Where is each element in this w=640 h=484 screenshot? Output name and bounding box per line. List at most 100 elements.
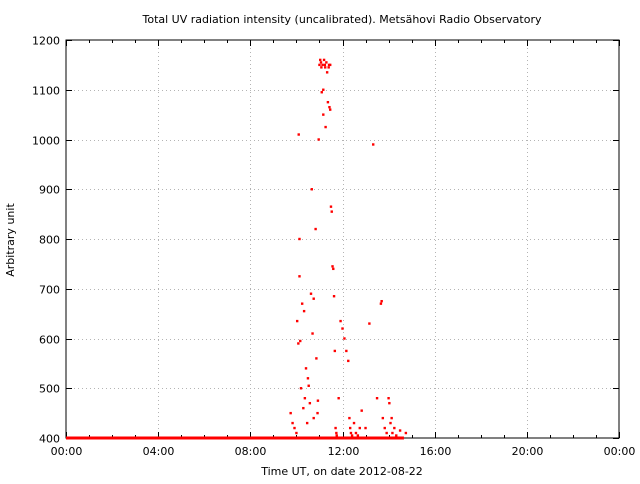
data-point [320,91,323,94]
data-point [343,337,346,340]
data-point [306,377,310,380]
data-point [309,292,313,295]
data-point [293,426,296,430]
data-point [398,429,402,432]
baseline-points [66,436,404,440]
data-point [381,416,385,420]
data-point [352,421,356,425]
data-point [393,426,396,430]
data-point [308,401,312,405]
x-tick-label: 16:00 [420,445,452,458]
x-tick-label: 00:00 [51,445,83,458]
data-point [349,431,353,435]
data-point [315,357,318,360]
data-point [322,88,325,91]
data-point [302,406,305,410]
data-point [297,342,300,345]
data-point [289,411,292,415]
data-point [383,426,386,430]
chart-title: Total UV radiation intensity (uncalibrat… [142,13,542,26]
y-tick-label: 1100 [32,85,60,98]
x-tick-label: 08:00 [235,445,267,458]
data-point [319,61,323,64]
y-tick-label: 500 [39,383,60,396]
data-point [389,421,392,425]
data-point [368,322,371,325]
data-point [321,63,324,67]
data-point [334,426,337,430]
x-axis-label: Time UT, on date 2012-08-22 [260,465,423,478]
data-point [291,421,294,425]
data-point [326,100,330,104]
data-point [360,409,363,412]
data-point [375,397,379,400]
data-point [312,297,315,300]
data-point [295,319,299,323]
data-point [390,416,393,420]
data-point [328,105,331,109]
data-point [395,434,398,437]
data-point [335,431,338,435]
data-point [356,434,360,437]
data-point [322,58,326,62]
data-point [299,387,303,390]
data-point [330,210,333,213]
data-point [325,61,328,64]
data-points [289,58,408,437]
y-tick-label: 700 [39,284,60,297]
y-tick-label: 600 [39,334,60,347]
y-tick-label: 1000 [32,135,60,148]
x-tick-label: 00:00 [604,445,636,458]
data-point [404,431,408,435]
data-point [329,205,333,208]
data-point [302,309,306,313]
data-point [317,138,320,141]
data-point [319,58,322,62]
y-tick-label: 1200 [32,35,60,48]
data-point [318,63,321,67]
tick-labels: 00:00 04:00 08:00 12:00 16:00 20:00 00:0040050… [32,35,635,459]
data-point [339,319,342,323]
data-point [332,267,335,271]
data-point [298,275,301,278]
data-point [379,302,383,305]
data-point [335,434,338,437]
data-point [295,431,298,435]
data-point [329,108,332,111]
data-point [314,227,317,231]
data-point [358,426,361,430]
y-tick-label: 800 [39,234,60,247]
data-point [305,421,309,425]
data-point [388,401,391,405]
data-point [329,63,332,67]
data-point [327,66,330,69]
data-point [333,349,337,353]
data-point [345,349,348,353]
data-point [299,339,302,343]
x-tick-label: 12:00 [328,445,360,458]
baseline-series [66,436,404,440]
data-point [372,143,375,146]
data-point [348,416,351,420]
data-point [350,434,354,437]
data-point [324,66,327,69]
y-tick-label: 900 [39,184,60,197]
data-point [300,302,304,305]
data-point [337,397,340,400]
data-point [311,332,314,335]
data-point [312,416,315,420]
data-point [332,295,336,298]
data-point [380,299,383,303]
data-point [387,397,390,400]
data-point [348,426,352,430]
y-tick-label: 400 [39,433,60,446]
data-point [391,431,394,435]
data-point [323,63,327,67]
data-point [322,113,325,116]
data-point [324,125,327,129]
data-point [364,426,367,430]
data-point [298,237,301,241]
data-point [307,384,310,387]
